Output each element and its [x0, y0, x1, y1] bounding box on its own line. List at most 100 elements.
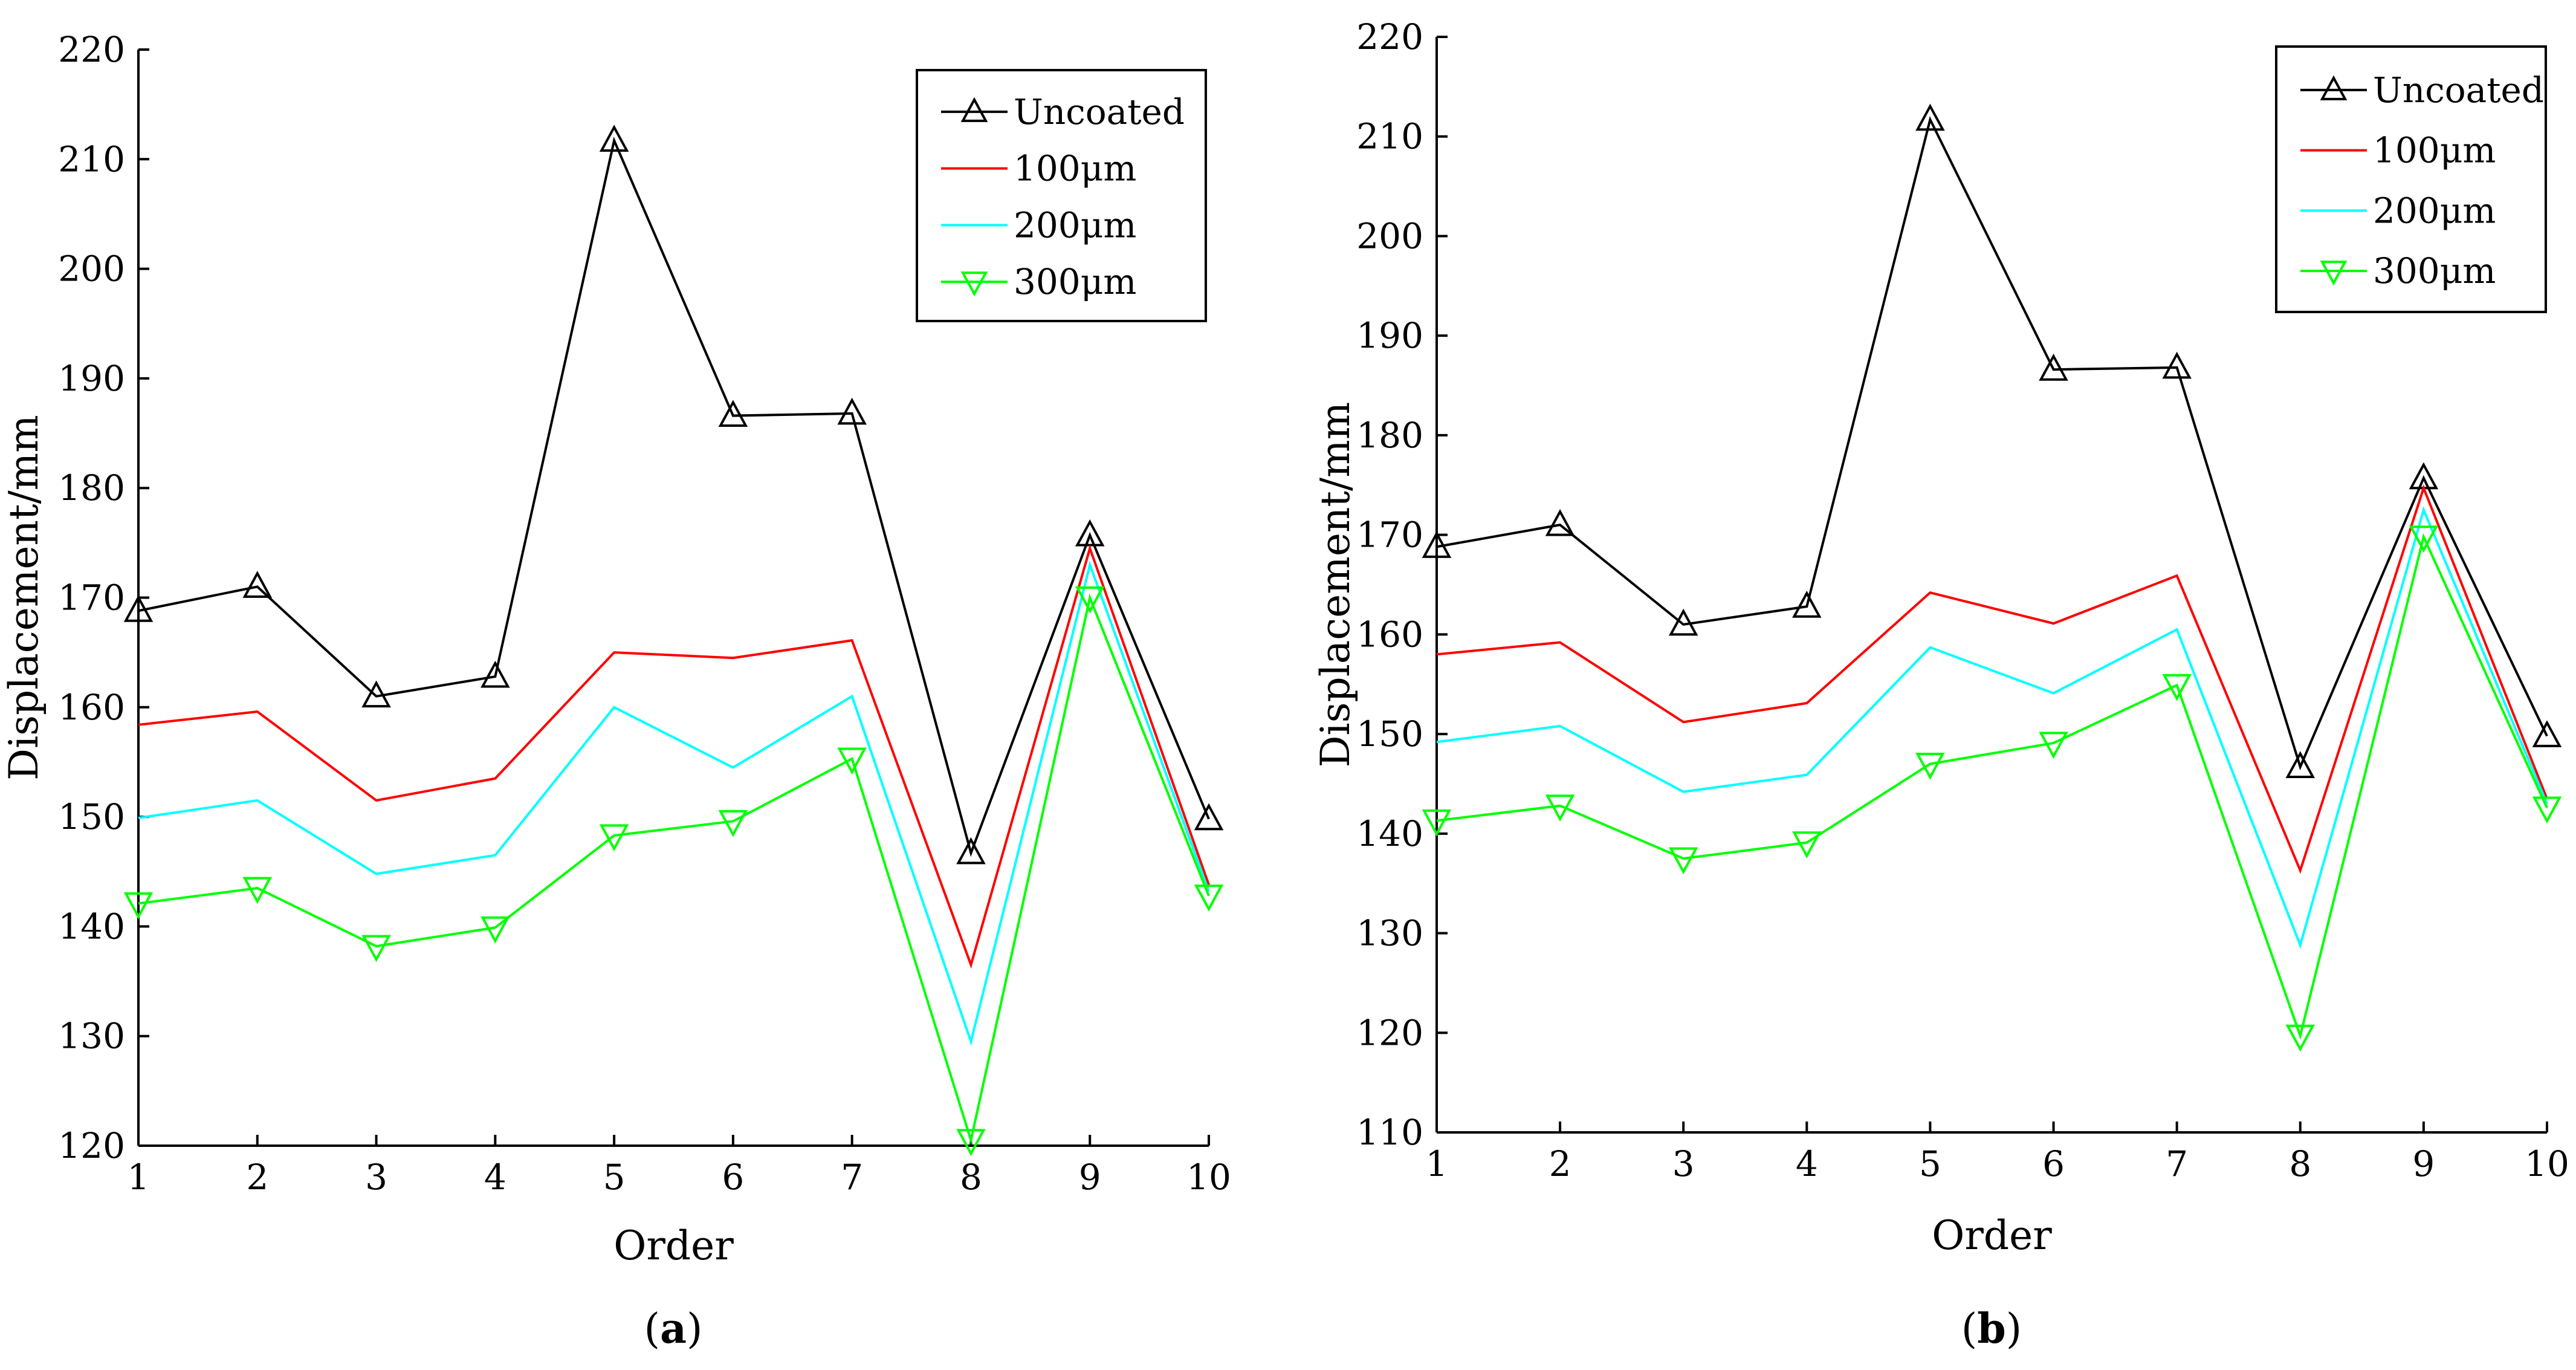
y-tick-label: 140 [1356, 813, 1423, 854]
x-axis-label: Order [1932, 1212, 2052, 1259]
y-tick-label: 120 [1356, 1012, 1423, 1053]
panel-label: (b) [1961, 1305, 2022, 1353]
y-tick-label: 110 [1356, 1112, 1423, 1153]
data-point-marker [1915, 753, 1945, 780]
legend-marker [2320, 75, 2348, 100]
legend-label: 300μm [2373, 250, 2496, 291]
chart-panel-b: 110 120 130 140 150 160 170 180 190 200 210 220 1 2 3 4… [1312, 16, 2569, 1353]
x-tick-label: 9 [1079, 1157, 1101, 1198]
legend-label: Uncoated [2373, 70, 2544, 111]
series-line-300m [138, 593, 1210, 1145]
y-tick-label: 180 [58, 467, 125, 508]
y-tick-label: 190 [58, 358, 125, 399]
legend-marker [960, 97, 988, 122]
legend-marker [960, 271, 988, 297]
x-tick-label: 10 [1186, 1157, 1231, 1198]
data-point-marker [2039, 732, 2068, 759]
data-point-marker [956, 837, 986, 865]
y-tick-label: 210 [1356, 116, 1423, 157]
legend-label: 100μm [1014, 148, 1136, 189]
y-tick-label: 150 [1356, 713, 1423, 755]
y-tick-label: 190 [1356, 315, 1423, 356]
data-point-marker [1075, 586, 1105, 614]
data-point-marker [1194, 803, 1224, 831]
data-point-marker [2285, 751, 2315, 778]
data-point-marker [1194, 885, 1224, 912]
x-tick-label: 5 [603, 1157, 626, 1198]
x-tick-label: 7 [2166, 1143, 2188, 1184]
data-point-marker [1915, 103, 1945, 131]
data-point-marker [2162, 674, 2192, 701]
y-tick-label: 150 [58, 796, 125, 837]
data-point-marker [2039, 353, 2068, 381]
y-axis-label: Displacement/mm [1, 415, 47, 781]
x-tick-label: 1 [128, 1157, 150, 1198]
x-tick-label: 5 [1919, 1143, 1941, 1184]
legend-label: 100μm [2373, 130, 2496, 171]
data-point-marker [1422, 531, 1452, 558]
y-axis-label: Displacement/mm [1312, 402, 1359, 768]
y-tick-label: 160 [58, 687, 125, 728]
data-point-marker [1792, 831, 1822, 859]
data-point-marker [242, 571, 273, 598]
data-point-marker [2532, 796, 2562, 824]
y-tick-label: 180 [1356, 415, 1423, 456]
data-point-marker [599, 125, 629, 152]
x-tick-label: 9 [2412, 1143, 2435, 1184]
x-tick-label: 1 [1426, 1143, 1448, 1184]
data-point-marker [599, 824, 629, 852]
y-tick-label: 160 [1356, 614, 1423, 655]
data-point-marker [242, 877, 273, 904]
y-tick-label: 200 [1356, 215, 1423, 256]
data-point-marker [481, 916, 510, 944]
x-tick-label: 10 [2525, 1143, 2569, 1184]
x-tick-label: 3 [1672, 1143, 1695, 1184]
series-line-300m [1436, 533, 2548, 1040]
x-tick-label: 8 [960, 1157, 982, 1198]
x-tick-label: 4 [1796, 1143, 1818, 1184]
y-tick-label: 220 [58, 29, 125, 70]
x-tick-label: 2 [1549, 1143, 1571, 1184]
data-point-marker [1792, 591, 1822, 618]
data-point-marker [2162, 351, 2192, 379]
series-line-Uncoated [1436, 115, 2548, 771]
legend-marker [2320, 261, 2348, 286]
data-point-marker [1422, 809, 1452, 837]
data-point-marker [123, 595, 154, 622]
x-tick-label: 4 [484, 1157, 506, 1198]
chart-panel-a: 120 130 140 150 160 170 180 190 200 210 220 1 2 3 4 5 6 7… [1, 29, 1231, 1353]
data-point-marker [837, 747, 867, 775]
y-tick-label: 120 [58, 1125, 125, 1166]
legend-label: Uncoated [1014, 91, 1185, 132]
data-point-marker [956, 1129, 986, 1157]
x-tick-label: 2 [246, 1157, 268, 1198]
y-tick-label: 130 [1356, 913, 1423, 954]
legend-label: 200μm [2373, 190, 2496, 231]
data-point-marker [1545, 508, 1575, 536]
data-point-marker [361, 680, 391, 708]
x-tick-label: 6 [2042, 1143, 2065, 1184]
data-point-marker [1668, 608, 1698, 636]
x-tick-label: 6 [722, 1157, 744, 1198]
data-point-marker [361, 935, 391, 963]
x-axis-label: Order [613, 1222, 734, 1269]
data-point-marker [123, 892, 154, 920]
data-point-marker [718, 400, 748, 427]
data-point-marker [2285, 1024, 2315, 1052]
data-point-marker [2409, 525, 2439, 553]
legend-label: 200μm [1014, 204, 1136, 245]
series-line-100m [138, 544, 1210, 969]
series-line-100m [1436, 484, 2548, 874]
legend-label: 300μm [1014, 261, 1136, 302]
data-point-marker [2532, 720, 2562, 747]
series-line-200m [138, 560, 1210, 1046]
panel-label: (a) [644, 1305, 702, 1353]
data-point-marker [1545, 794, 1575, 822]
y-tick-label: 170 [58, 577, 125, 618]
y-tick-label: 130 [58, 1016, 125, 1057]
series-line-200m [1436, 506, 2548, 949]
y-tick-label: 140 [58, 906, 125, 947]
y-tick-label: 170 [1356, 515, 1423, 556]
x-tick-label: 7 [841, 1157, 863, 1198]
